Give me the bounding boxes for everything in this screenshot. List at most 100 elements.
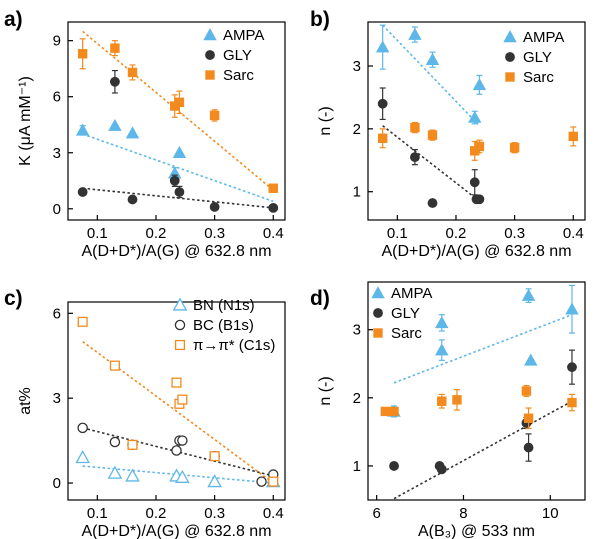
data-point <box>107 465 123 479</box>
legend-label: GLY <box>391 305 420 322</box>
series-gly <box>77 69 279 213</box>
data-point <box>108 118 122 131</box>
x-axis-title: A(B₃) @ 533 nm <box>418 523 535 539</box>
legend-label: AMPA <box>523 29 564 46</box>
data-point <box>174 97 185 108</box>
legend-marker <box>172 297 188 311</box>
data-point <box>410 122 420 133</box>
x-tick-label: 10 <box>542 505 559 522</box>
data-point <box>452 395 462 405</box>
y-tick-label: 0 <box>53 475 61 492</box>
data-point <box>110 43 120 53</box>
data-point <box>408 27 422 40</box>
x-tick-label: 0.2 <box>446 225 467 242</box>
data-point <box>523 413 534 423</box>
y-tick-label: 3 <box>53 390 61 407</box>
x-axis-title: A(D+D*)/A(G) @ 632.8 nm <box>81 523 271 539</box>
data-point <box>521 386 532 396</box>
data-point <box>77 316 88 327</box>
legend-marker <box>205 70 215 80</box>
y-tick-label: 6 <box>53 305 61 322</box>
legend-label: AMPA <box>391 285 432 302</box>
data-point <box>75 123 90 136</box>
series-ampa <box>75 118 274 203</box>
x-tick-label: 0.1 <box>387 225 408 242</box>
data-point <box>435 343 449 356</box>
legend-marker <box>373 308 383 318</box>
panel-label: a) <box>4 8 23 31</box>
series-gly <box>377 87 485 208</box>
data-point <box>127 67 138 78</box>
data-point <box>209 110 220 121</box>
x-axis-title: A(D+D*)/A(G) @ 632.8 nm <box>81 243 271 260</box>
legend-marker <box>371 286 385 299</box>
plot-frame <box>367 281 586 501</box>
data-point <box>209 202 220 212</box>
legend-label: Sarc <box>391 325 422 342</box>
x-tick-label: 8 <box>459 505 467 522</box>
data-point <box>437 396 447 406</box>
legend-marker <box>205 50 215 60</box>
y-tick-label: 9 <box>53 33 61 50</box>
data-point <box>110 76 120 87</box>
y-axis-title: n (-) <box>317 106 334 135</box>
y-tick-label: 3 <box>53 145 61 162</box>
data-point <box>174 187 185 197</box>
fit-line <box>82 133 274 203</box>
fit-line <box>393 313 573 384</box>
data-point <box>109 360 120 371</box>
x-tick-label: 0.1 <box>87 505 108 522</box>
fit-line <box>82 30 274 191</box>
x-tick-label: 0.2 <box>146 505 167 522</box>
legend-marker <box>505 72 515 82</box>
legend-label: BC (B1s) <box>193 317 254 334</box>
y-tick-label: 0 <box>53 201 61 218</box>
data-point <box>474 194 485 205</box>
series-gly <box>389 349 577 500</box>
data-point <box>427 130 438 140</box>
y-axis-title: K (μA mM⁻¹) <box>17 76 34 166</box>
data-point <box>125 126 140 139</box>
data-point <box>77 422 88 434</box>
data-point <box>389 406 399 417</box>
data-point <box>177 435 188 446</box>
data-point <box>75 450 90 464</box>
series-π→π* <box>77 316 279 487</box>
legend-marker <box>174 319 186 331</box>
data-point <box>268 476 279 487</box>
data-point <box>521 288 536 301</box>
data-point <box>125 468 140 482</box>
data-point <box>268 202 279 213</box>
data-point <box>389 461 399 471</box>
data-point <box>77 49 88 59</box>
fit-line <box>382 125 480 202</box>
y-tick-label: 3 <box>353 58 361 75</box>
data-point <box>169 175 180 186</box>
legend-label: GLY <box>523 49 552 66</box>
data-point <box>109 436 121 448</box>
data-point <box>410 152 420 163</box>
data-point <box>172 145 187 159</box>
data-point <box>171 445 182 456</box>
legend-marker <box>505 52 515 62</box>
x-tick-label: 0.4 <box>263 505 284 522</box>
legend-marker <box>373 328 383 338</box>
data-point <box>175 469 190 483</box>
legend-marker <box>503 30 517 43</box>
data-point <box>523 442 534 453</box>
data-point <box>435 316 449 329</box>
plot-frame <box>367 21 586 221</box>
x-tick-label: 0.3 <box>504 225 525 242</box>
data-point <box>377 98 388 109</box>
data-point <box>209 451 220 462</box>
y-tick-label: 2 <box>353 390 361 407</box>
data-point <box>524 353 538 366</box>
chart-panel-a: a) 0.1 0.2 0.3 0.4 0 3 6 9 A(D+D*)/A(G) @ 632.8 n… <box>4 8 286 260</box>
data-point <box>469 177 480 188</box>
fit-line <box>382 24 481 127</box>
series-bn <box>75 450 281 488</box>
data-point <box>568 131 578 142</box>
plot-frame <box>67 21 286 221</box>
panel-label: d) <box>310 287 330 310</box>
